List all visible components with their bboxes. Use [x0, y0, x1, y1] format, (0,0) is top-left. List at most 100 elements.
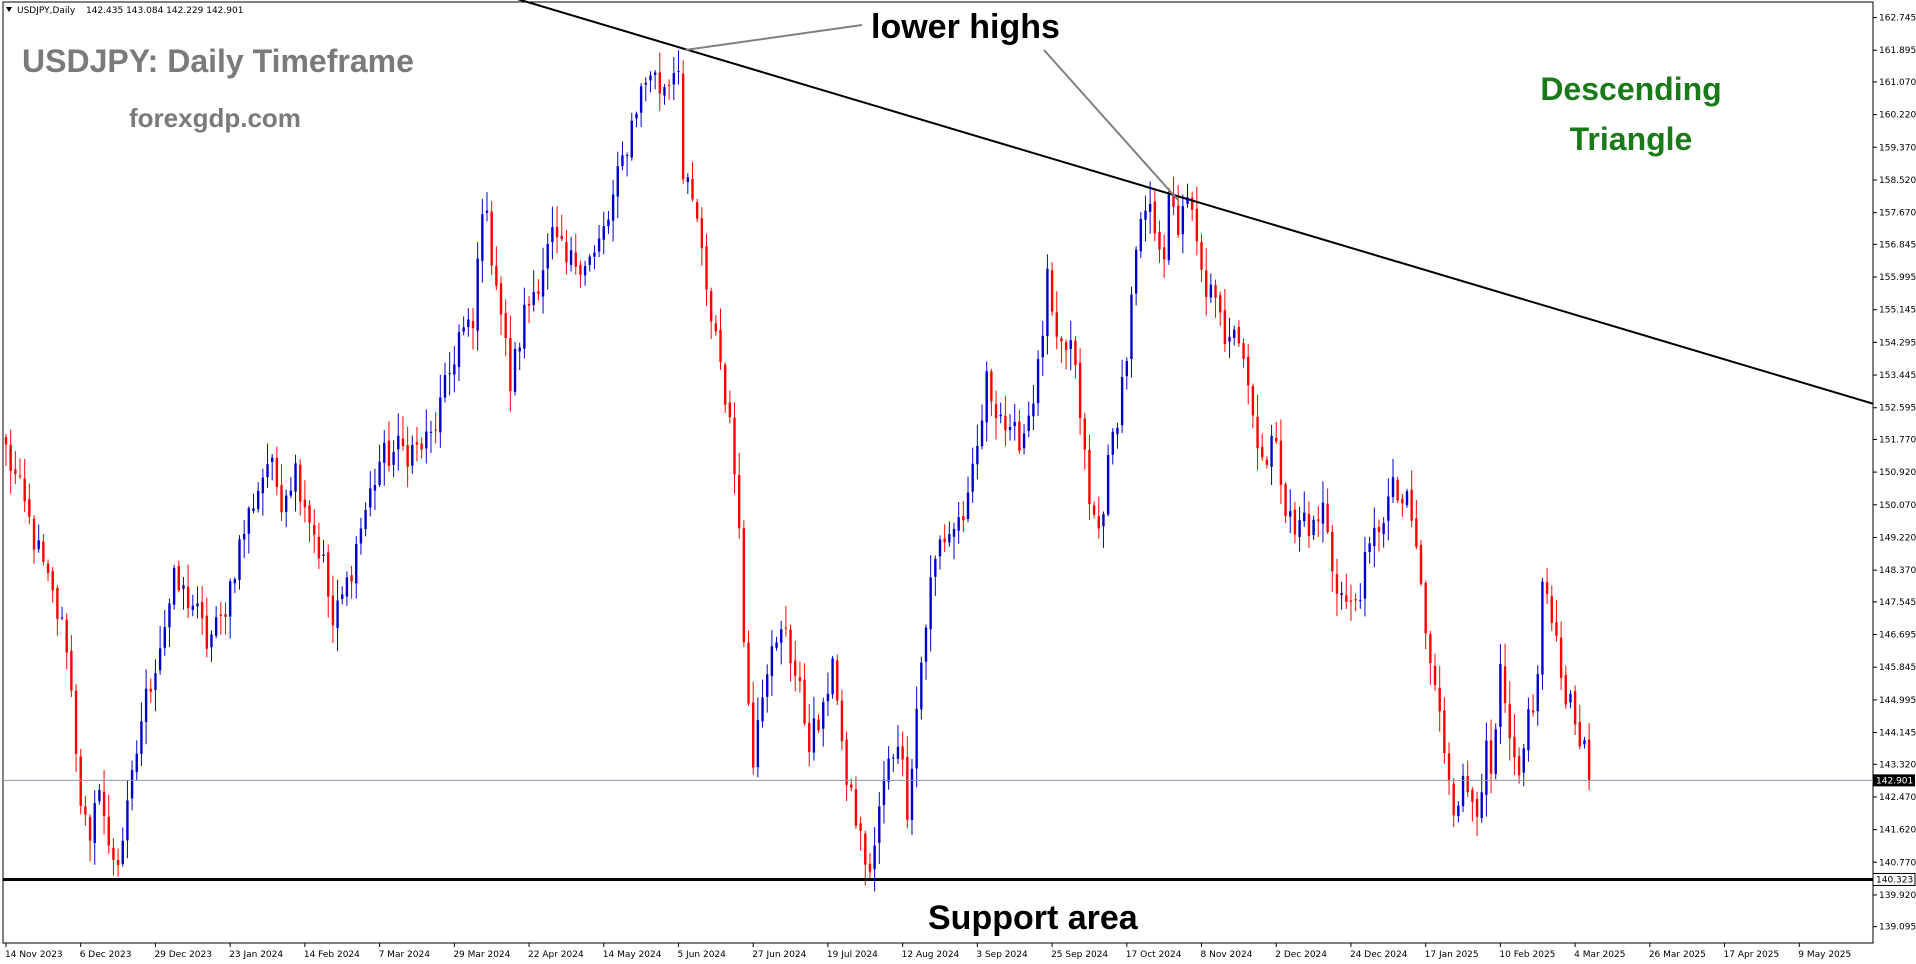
candle-bear: [1550, 596, 1553, 623]
y-tick-label: 160.220: [1879, 111, 1916, 121]
candle-bull: [593, 252, 596, 257]
candle-bear: [667, 85, 671, 87]
candle-bear: [65, 619, 68, 653]
candle-bear: [1401, 498, 1404, 504]
candle-bull: [467, 319, 470, 328]
candle-bull: [1125, 361, 1128, 377]
candle-bear: [499, 283, 503, 315]
candle-bull: [1289, 511, 1292, 517]
candle-bear: [836, 660, 839, 701]
candle-bear: [1475, 799, 1479, 817]
candle-bull: [873, 845, 876, 869]
candle-bull: [60, 617, 64, 619]
candle-bull: [976, 445, 979, 465]
candle-bull: [294, 463, 297, 492]
candle-bear: [79, 756, 82, 806]
candle-bear: [1275, 437, 1278, 442]
candle-bull: [611, 194, 615, 221]
candle-bull: [761, 697, 764, 722]
candle-bear: [789, 629, 792, 664]
candle-bear: [1466, 775, 1469, 793]
candle-bull: [1120, 377, 1124, 426]
candle-bull: [1312, 519, 1315, 536]
candle-bear: [1354, 599, 1357, 601]
candle-bull: [999, 414, 1002, 417]
x-tick-label: 14 May 2024: [603, 950, 662, 960]
candle-bear: [4, 437, 8, 445]
candle-bear: [1293, 509, 1297, 535]
candle-bear: [1251, 386, 1255, 416]
candle-bull: [518, 347, 521, 352]
candle-bull: [915, 708, 918, 769]
y-tick-label: 155.145: [1879, 306, 1916, 316]
candle-bull: [957, 517, 960, 531]
candle-bull: [1167, 193, 1171, 261]
candle-bear: [1555, 622, 1558, 636]
candle-bull: [1494, 729, 1497, 775]
candle-bull: [1130, 294, 1133, 359]
candle-bear: [1204, 270, 1208, 297]
candle-bull: [233, 579, 237, 584]
candle-bear: [798, 677, 802, 682]
candle-bull: [980, 420, 984, 447]
candle-bull: [948, 534, 951, 543]
candle-bear: [1074, 340, 1077, 366]
candle-bear: [401, 438, 405, 447]
candle-bull: [780, 629, 783, 643]
candle-bear: [817, 719, 820, 731]
candle-bear: [102, 791, 106, 817]
y-tick-label: 144.145: [1879, 729, 1916, 739]
candle-bear: [434, 429, 437, 431]
candle-bull: [1144, 210, 1147, 220]
candle-bear: [14, 469, 17, 475]
candle-bull: [345, 577, 349, 597]
candle-bear: [1564, 675, 1567, 705]
candle-bull: [378, 461, 381, 485]
y-tick-label: 150.920: [1879, 468, 1916, 478]
candle-bull: [1340, 592, 1343, 596]
candle-bear: [1307, 514, 1311, 537]
candle-bear: [700, 218, 704, 249]
candle-bull: [1069, 340, 1072, 349]
candle-bear: [1200, 241, 1203, 270]
candle-bull: [1041, 335, 1044, 358]
candle-bear: [1415, 518, 1418, 547]
candle-bear: [149, 688, 152, 692]
candle-bear: [850, 784, 853, 788]
x-tick-label: 9 May 2025: [1798, 950, 1851, 960]
x-tick-label: 26 Mar 2025: [1649, 950, 1706, 960]
candle-bull: [261, 477, 265, 494]
candle-bull: [359, 528, 363, 544]
candle-bear: [864, 833, 867, 865]
time-axis: 14 Nov 2023 6 Dec 2023 29 Dec 2023 23 Jan 2…: [5, 943, 1851, 960]
candle-bear: [1092, 505, 1096, 515]
candle-bear: [116, 860, 120, 865]
candle-bear: [1349, 600, 1353, 602]
candle-bear: [1513, 736, 1516, 758]
candle-bull: [1148, 203, 1152, 212]
candle-bull: [513, 348, 517, 392]
candle-bear: [200, 602, 204, 619]
candle-bull: [1373, 527, 1376, 547]
triangle-down-icon[interactable]: [6, 7, 12, 12]
candle-bear: [854, 789, 858, 826]
candle-bull: [1499, 663, 1502, 727]
candle-bull: [191, 605, 194, 610]
candle-bear: [1447, 753, 1451, 781]
candle-bear: [51, 571, 54, 591]
y-tick-label: 147.545: [1879, 598, 1916, 608]
candle-bull: [448, 373, 451, 375]
candle-bear: [1162, 247, 1166, 260]
candle-bear: [901, 746, 904, 760]
candle-bear: [1377, 526, 1381, 533]
candle-bull: [462, 327, 465, 332]
candle-bear: [350, 575, 353, 582]
candle-bull: [1522, 748, 1525, 773]
candle-bear: [579, 264, 582, 275]
candle-bear: [1443, 710, 1446, 754]
candle-bear: [1018, 421, 1021, 451]
candle-bull: [766, 674, 769, 697]
candle-bull: [677, 70, 680, 72]
candle-bull: [252, 508, 255, 512]
candle-bear: [555, 226, 559, 238]
